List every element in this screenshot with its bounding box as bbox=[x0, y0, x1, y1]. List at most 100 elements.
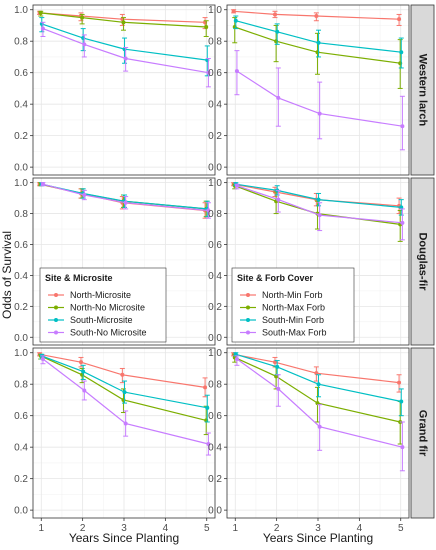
x-tick-label: 5 bbox=[398, 523, 404, 534]
panel-grand-fir-microsite bbox=[32, 347, 216, 519]
legend-key-point bbox=[246, 318, 250, 322]
data-point bbox=[205, 405, 210, 410]
legend-label: South-Microsite bbox=[70, 315, 133, 325]
data-point bbox=[272, 360, 277, 365]
data-point bbox=[314, 14, 319, 19]
strip-label: Western larch bbox=[417, 54, 429, 127]
series-line bbox=[233, 353, 400, 384]
data-point bbox=[275, 29, 280, 34]
y-tick-label: 0.6 bbox=[14, 411, 28, 422]
y-tick-label: 1.0 bbox=[14, 178, 28, 189]
strip-label: Douglas-fir bbox=[417, 232, 429, 291]
data-point bbox=[234, 69, 239, 74]
x-tick-label: 2 bbox=[274, 523, 280, 534]
data-point bbox=[82, 42, 87, 47]
series-line bbox=[235, 20, 402, 53]
y-tick-label: 1.0 bbox=[208, 5, 222, 16]
legend-key-point bbox=[246, 330, 250, 335]
data-point bbox=[206, 208, 211, 213]
series-north-min-forb bbox=[231, 9, 402, 26]
legend-title: Site & Forb Cover bbox=[237, 273, 314, 283]
series-line bbox=[234, 356, 401, 423]
data-point bbox=[121, 20, 126, 25]
legend-box bbox=[231, 267, 355, 343]
data-point bbox=[315, 401, 320, 406]
y-tick-label: 0.0 bbox=[14, 333, 28, 344]
data-point bbox=[316, 197, 321, 202]
data-point bbox=[120, 372, 125, 377]
x-axis-title: Years Since Planting bbox=[69, 531, 179, 545]
data-point bbox=[234, 357, 239, 362]
legend-key-point bbox=[246, 293, 250, 297]
x-tick-label: 1 bbox=[38, 523, 44, 534]
x-tick-label: 5 bbox=[204, 523, 210, 534]
panel-western-larch-forb bbox=[226, 4, 410, 176]
data-point bbox=[78, 360, 83, 365]
data-point bbox=[80, 15, 85, 20]
series-north-no-microsite bbox=[38, 10, 209, 37]
legend-label: North-No Microsite bbox=[70, 303, 145, 313]
data-point bbox=[316, 40, 321, 45]
data-point bbox=[123, 56, 128, 61]
y-tick-label: 0.6 bbox=[14, 240, 28, 251]
series-line bbox=[236, 70, 403, 127]
y-tick-label: 0.0 bbox=[208, 163, 222, 174]
data-point bbox=[233, 18, 238, 23]
data-point bbox=[206, 70, 211, 75]
y-tick-label: 1.0 bbox=[208, 178, 222, 189]
legend-label: South-Max Forb bbox=[262, 328, 327, 338]
data-point bbox=[276, 197, 281, 202]
legend-key-point bbox=[54, 318, 58, 322]
y-tick-label: 0.2 bbox=[14, 131, 28, 142]
strip-grand-fir: Grand fir bbox=[410, 347, 435, 519]
y-tick-label: 0.8 bbox=[14, 37, 28, 48]
legend-box bbox=[39, 267, 167, 343]
legend-title: Site & Microsite bbox=[45, 273, 113, 283]
legend-label: North-Microsite bbox=[70, 290, 131, 300]
data-point bbox=[206, 442, 211, 447]
data-point bbox=[399, 205, 404, 210]
series-south-min-forb bbox=[233, 352, 404, 417]
series-line bbox=[40, 355, 207, 421]
series-south-max-forb bbox=[234, 355, 405, 472]
series-south-min-forb bbox=[233, 15, 404, 69]
data-point bbox=[123, 200, 128, 205]
data-point bbox=[400, 220, 405, 225]
data-point bbox=[317, 424, 322, 429]
y-tick-label: 0.4 bbox=[14, 443, 28, 454]
x-tick-label: 4 bbox=[163, 523, 169, 534]
y-tick-label: 0.0 bbox=[208, 333, 222, 344]
series-line bbox=[235, 183, 402, 208]
y-tick-label: 0.8 bbox=[208, 37, 222, 48]
legend-label: South-No Microsite bbox=[70, 328, 147, 338]
panel-border bbox=[32, 177, 216, 346]
data-point bbox=[40, 357, 45, 362]
strip-background bbox=[410, 347, 435, 519]
legend-label: North-Min Forb bbox=[262, 290, 323, 300]
y-tick-label: 0.0 bbox=[14, 163, 28, 174]
y-tick-label: 0.8 bbox=[208, 209, 222, 220]
legend-label: North-Max Forb bbox=[262, 303, 325, 313]
series-line bbox=[233, 10, 400, 20]
strip-label: Grand fir bbox=[417, 410, 429, 457]
series-line bbox=[234, 26, 401, 64]
strip-douglas-fir: Douglas-fir bbox=[410, 177, 435, 346]
x-tick-label: 3 bbox=[315, 523, 321, 534]
y-tick-label: 0.0 bbox=[208, 506, 222, 517]
data-point bbox=[397, 380, 402, 385]
data-point bbox=[274, 374, 279, 379]
series-south-no-microsite bbox=[40, 21, 211, 88]
data-point bbox=[82, 193, 87, 198]
y-tick-label: 0.8 bbox=[14, 380, 28, 391]
y-tick-label: 0.6 bbox=[208, 240, 222, 251]
series-line bbox=[42, 28, 209, 74]
y-tick-label: 0.6 bbox=[208, 411, 222, 422]
x-tick-label: 4 bbox=[357, 523, 363, 534]
y-axis-title: Odds of Survival bbox=[0, 231, 14, 319]
legend-label: South-Min Forb bbox=[262, 315, 324, 325]
series-line bbox=[41, 355, 208, 409]
y-tick-label: 0.8 bbox=[14, 209, 28, 220]
series-south-no-microsite bbox=[40, 182, 211, 219]
series-line bbox=[39, 12, 206, 23]
